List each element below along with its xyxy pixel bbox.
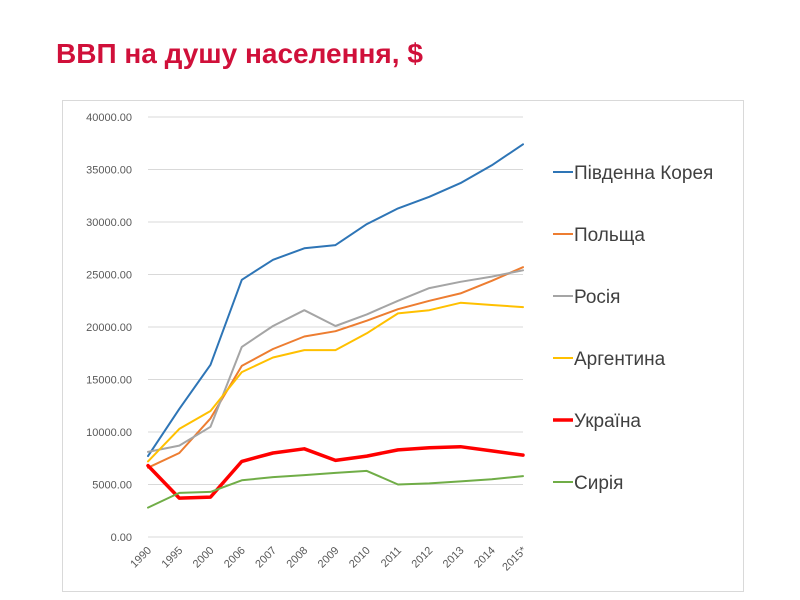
legend-label: Україна	[574, 411, 641, 432]
y-tick-label: 5000.00	[92, 480, 132, 492]
series-line-4	[146, 444, 525, 500]
series-line-3	[147, 301, 524, 463]
chart-frame: 0.00 5000.00 10000.00 15000.00 20000.00 25000…	[62, 100, 744, 592]
series-line-2	[147, 269, 524, 453]
series-line-5	[147, 469, 524, 509]
x-tick-label: 2009	[316, 545, 342, 571]
y-tick-label: 25000.00	[86, 270, 132, 282]
x-tick-label: 2000	[191, 545, 217, 571]
x-axis: 1990 1995 2000 2006 2007 2008 2009 2010 2011 2012…	[128, 544, 529, 573]
x-tick-label: 2013	[441, 545, 467, 571]
x-tick-label: 1995	[160, 545, 186, 571]
x-tick-label: 2006	[222, 545, 248, 571]
x-tick-label: 1990	[128, 545, 154, 571]
legend-label: Польща	[574, 225, 645, 246]
series-line-0	[147, 143, 524, 458]
y-tick-label: 15000.00	[86, 375, 132, 387]
x-tick-label: 2011	[379, 545, 404, 570]
legend: Південна Корея Польща Росія Аргентина Україн…	[553, 163, 713, 494]
legend-label: Аргентина	[574, 349, 666, 370]
y-tick-label: 40000.00	[86, 112, 132, 124]
y-axis: 0.00 5000.00 10000.00 15000.00 20000.00 25000…	[86, 112, 132, 544]
line-chart: 0.00 5000.00 10000.00 15000.00 20000.00 25000…	[86, 112, 713, 573]
slide-title: ВВП на душу населення, $	[56, 38, 423, 69]
y-tick-label: 20000.00	[86, 322, 132, 334]
x-tick-label: 2007	[253, 545, 279, 571]
gridlines	[148, 116, 523, 538]
x-tick-label: 2014	[472, 545, 498, 571]
legend-label: Сирія	[574, 473, 623, 494]
y-tick-label: 10000.00	[86, 427, 132, 439]
x-tick-label: 2012	[410, 545, 436, 571]
y-tick-label: 35000.00	[86, 165, 132, 177]
legend-label: Південна Корея	[574, 163, 713, 184]
x-tick-label: 2010	[347, 545, 373, 571]
y-tick-label: 0.00	[111, 532, 132, 544]
legend-label: Росія	[574, 287, 620, 308]
x-tick-label: 2008	[285, 545, 311, 571]
x-tick-label: 2015*	[500, 544, 529, 573]
series-line-1	[147, 266, 524, 469]
series-lines	[146, 143, 525, 509]
y-tick-label: 30000.00	[86, 217, 132, 229]
